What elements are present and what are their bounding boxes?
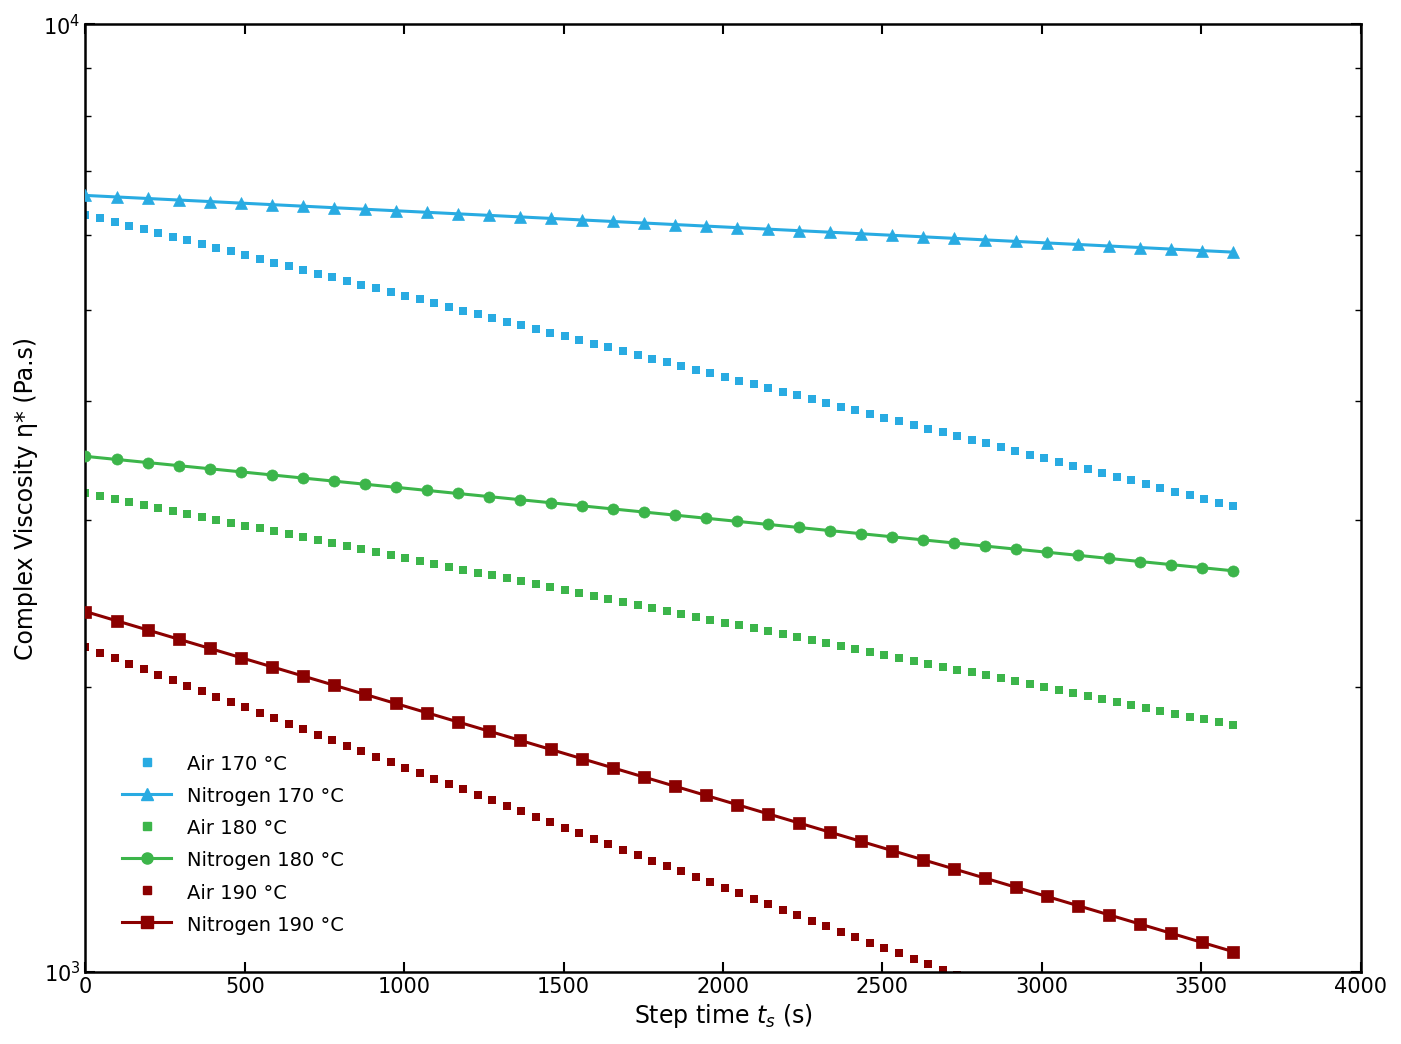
- Legend: Air 170 °C, Nitrogen 170 °C, Air 180 °C, Nitrogen 180 °C, Air 190 °C, Nitrogen 1: Air 170 °C, Nitrogen 170 °C, Air 180 °C,…: [115, 745, 352, 943]
- Y-axis label: Complex Viscosity η* (Pa.s): Complex Viscosity η* (Pa.s): [14, 336, 38, 660]
- X-axis label: Step time $\mathit{t}_s$ (s): Step time $\mathit{t}_s$ (s): [633, 1002, 813, 1030]
